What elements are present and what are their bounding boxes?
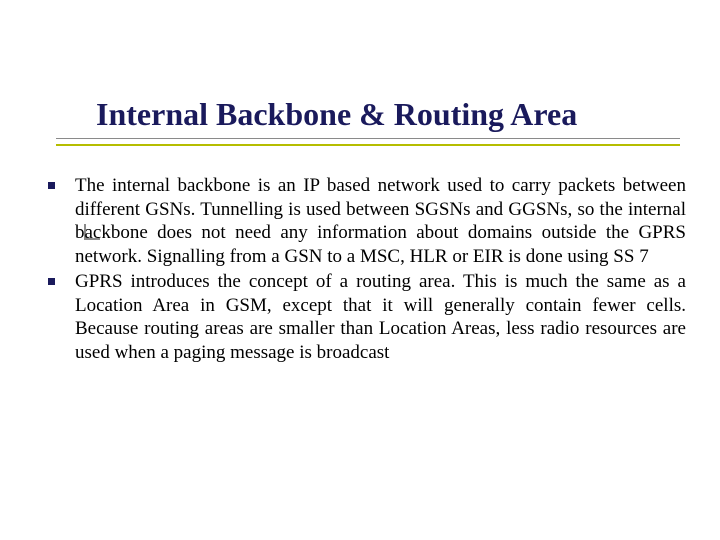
list-item: GPRS introduces the concept of a routing… [42,270,686,364]
square-bullet-icon [48,278,55,285]
slide-title: Internal Backbone & Routing Area [40,96,680,139]
title-underline-olive [56,144,680,146]
list-item: The internal backbone is an IP based net… [42,174,686,268]
title-region: Internal Backbone & Routing Area [40,96,680,139]
title-underline-grey [56,138,680,139]
bullet-text: The internal backbone is an IP based net… [75,174,686,268]
bullet-text: GPRS introduces the concept of a routing… [75,270,686,364]
content-region: The internal backbone is an IP based net… [42,174,686,366]
square-bullet-icon [48,182,55,189]
